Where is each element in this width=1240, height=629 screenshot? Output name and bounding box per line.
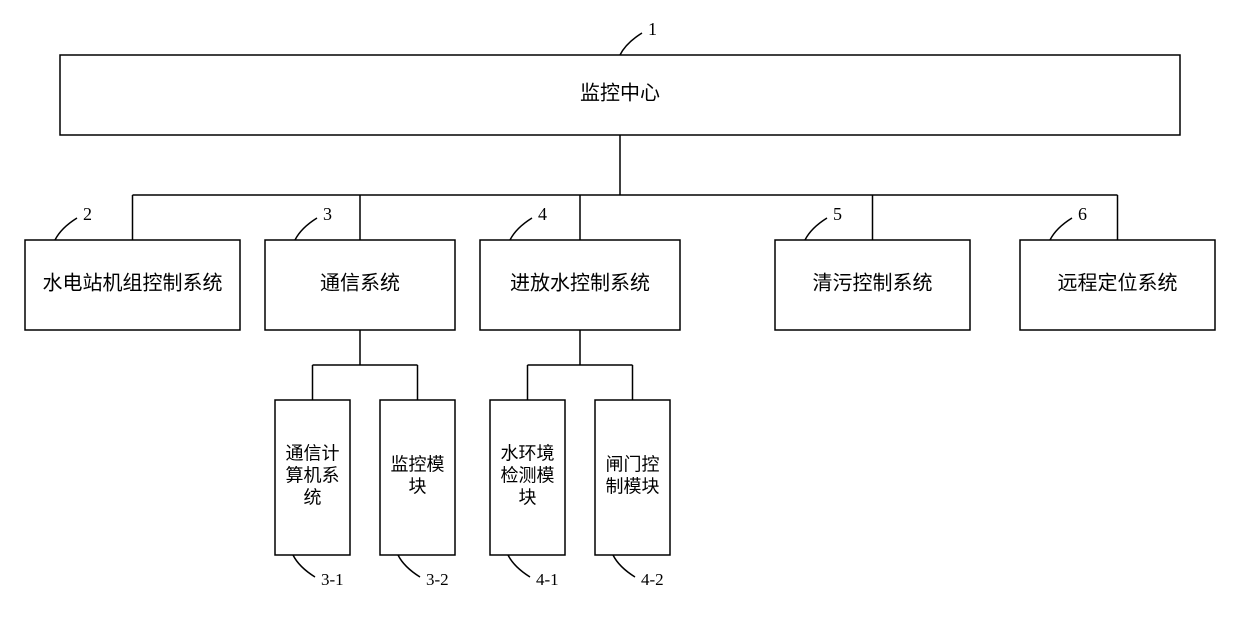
l1-label-n3: 通信系统 bbox=[320, 272, 400, 295]
connector-root-l1 bbox=[133, 135, 1118, 240]
l1-label-n2: 水电站机组控制系统 bbox=[43, 272, 223, 295]
connector-n3-children bbox=[313, 330, 418, 400]
l1-num-n5: 5 bbox=[833, 204, 842, 224]
root-num-hook bbox=[620, 33, 642, 55]
l1-num-hook-n5 bbox=[805, 218, 827, 240]
l1-num-hook-n4 bbox=[510, 218, 532, 240]
l1-num-n2: 2 bbox=[83, 204, 92, 224]
l1-label-n4: 进放水控制系统 bbox=[510, 272, 650, 295]
l1-num-n4: 4 bbox=[538, 204, 547, 224]
l2-label-n3_1-2: 统 bbox=[304, 488, 322, 508]
l2-num-hook-n4_1 bbox=[508, 555, 530, 577]
l1-num-n3: 3 bbox=[323, 204, 332, 224]
root-label: 监控中心 bbox=[580, 82, 660, 105]
l2-label-n4_1-2: 块 bbox=[519, 488, 537, 508]
l2-label-n3_2-1: 块 bbox=[409, 477, 427, 497]
l2-label-n4_2-0: 闸门控 bbox=[606, 455, 660, 475]
l1-num-hook-n6 bbox=[1050, 218, 1072, 240]
l2-label-n4_1-1: 检测模 bbox=[501, 466, 555, 486]
l2-label-n3_2-0: 监控模 bbox=[391, 455, 445, 475]
l2-num-n3_2: 3-2 bbox=[426, 570, 449, 589]
l2-num-hook-n3_1 bbox=[293, 555, 315, 577]
l1-label-n5: 清污控制系统 bbox=[813, 272, 933, 295]
l2-num-n4_2: 4-2 bbox=[641, 570, 664, 589]
l2-num-hook-n3_2 bbox=[398, 555, 420, 577]
l2-label-n4_1-0: 水环境 bbox=[501, 444, 555, 464]
l2-label-n4_2-1: 制模块 bbox=[606, 477, 660, 497]
l2-label-n3_1-0: 通信计 bbox=[286, 444, 340, 464]
l1-num-n6: 6 bbox=[1078, 204, 1087, 224]
root-num: 1 bbox=[648, 19, 657, 39]
l2-num-n3_1: 3-1 bbox=[321, 570, 344, 589]
l1-label-n6: 远程定位系统 bbox=[1058, 272, 1178, 295]
l2-label-n3_1-1: 算机系 bbox=[286, 466, 340, 486]
l2-num-n4_1: 4-1 bbox=[536, 570, 559, 589]
l2-num-hook-n4_2 bbox=[613, 555, 635, 577]
l1-num-hook-n3 bbox=[295, 218, 317, 240]
connector-n4-children bbox=[528, 330, 633, 400]
l1-num-hook-n2 bbox=[55, 218, 77, 240]
